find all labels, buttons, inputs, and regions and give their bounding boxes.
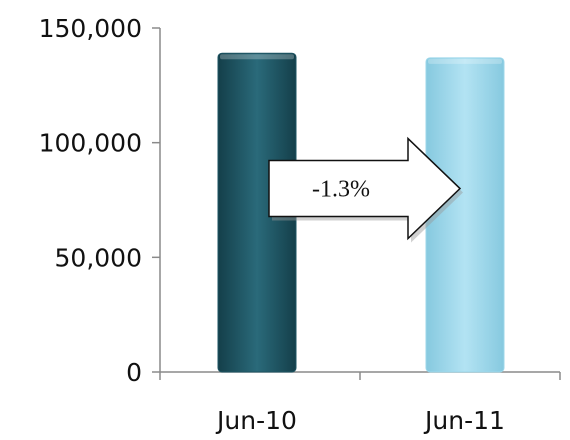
bar-highlight	[428, 58, 502, 64]
x-tick-label: Jun-11	[423, 406, 505, 435]
y-tick-label: 50,000	[55, 243, 142, 272]
x-axis: Jun-10 Jun-11	[159, 371, 561, 435]
arrow-right-icon	[268, 136, 462, 241]
change-annotation: -1.3%	[268, 136, 463, 243]
y-axis: 0 50,000 100,000 150,000	[39, 14, 161, 387]
change-percent-label: -1.3%	[312, 177, 370, 203]
bar-highlight	[220, 54, 294, 60]
x-tick-label: Jun-10	[215, 406, 297, 435]
y-tick-label: 150,000	[39, 14, 142, 43]
y-tick-label: 100,000	[39, 129, 142, 158]
y-tick-label: 0	[126, 358, 142, 387]
